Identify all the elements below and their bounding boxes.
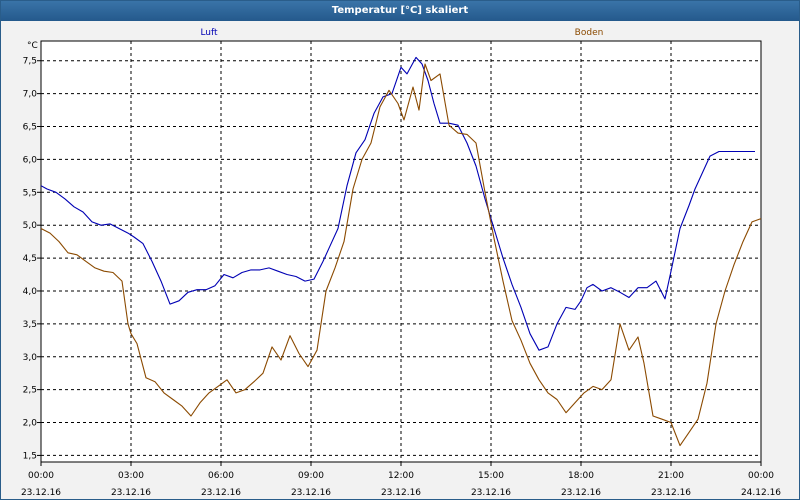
y-tick-label: 5,0: [23, 221, 38, 231]
x-tick-label-time: 12:00: [388, 471, 414, 481]
x-tick-label-time: 06:00: [208, 471, 234, 481]
x-tick-label-time: 00:00: [28, 471, 54, 481]
x-tick-label-date: 23.12.16: [651, 488, 691, 498]
y-tick-label: 4,5: [23, 254, 37, 264]
y-tick-label: 2,0: [23, 419, 38, 429]
temperature-chart: 7,5 7,0 6,5 6,0 5,5 5,0 4,5 4,0 3,5 3,0 2,5 2,0 1,5 0…: [21, 28, 781, 498]
y-tick-label: 4,0: [23, 287, 38, 297]
x-tick-label-time: 09:00: [298, 471, 324, 481]
x-tick-label-date: 23.12.16: [561, 488, 601, 498]
y-tick-label: 6,0: [23, 155, 38, 165]
title-bar: Temperatur [°C] skaliert: [1, 1, 799, 21]
series-line-boden: [40, 63, 762, 447]
y-tick-label: 6,5: [23, 123, 37, 133]
y-tick-label: 5,5: [23, 188, 37, 198]
plot-border: [40, 40, 762, 463]
x-tick-label-time: 03:00: [118, 471, 144, 481]
chart-title: Temperatur [°C] skaliert: [331, 5, 469, 16]
x-tick-label-date: 23.12.16: [471, 488, 511, 498]
legend-label-luft: Luft: [200, 28, 218, 38]
y-axis-unit-label: °C: [27, 41, 38, 51]
y-tick-label: 7,0: [23, 90, 38, 100]
x-tick-label-date: 23.12.16: [111, 488, 151, 498]
y-tick-label: 3,0: [23, 353, 38, 363]
x-tick-label-date: 23.12.16: [21, 488, 61, 498]
x-tick-label-time: 18:00: [568, 471, 594, 481]
series-line-luft: [40, 56, 755, 351]
x-tick-label-date: 23.12.16: [381, 488, 421, 498]
legend-label-boden: Boden: [575, 28, 604, 38]
x-tick-label-time: 00:00: [748, 471, 774, 481]
x-tick-label-date: 23.12.16: [201, 488, 241, 498]
y-tick-label: 2,5: [23, 386, 37, 396]
x-tick-label-time: 21:00: [658, 471, 684, 481]
y-tick-label: 1,5: [23, 451, 37, 461]
y-tick-label: 7,5: [23, 57, 37, 67]
x-tick-label-date: 24.12.16: [741, 488, 781, 498]
x-tick-label-time: 15:00: [478, 471, 504, 481]
x-tick-label-date: 23.12.16: [291, 488, 331, 498]
y-tick-label: 3,5: [23, 320, 37, 330]
